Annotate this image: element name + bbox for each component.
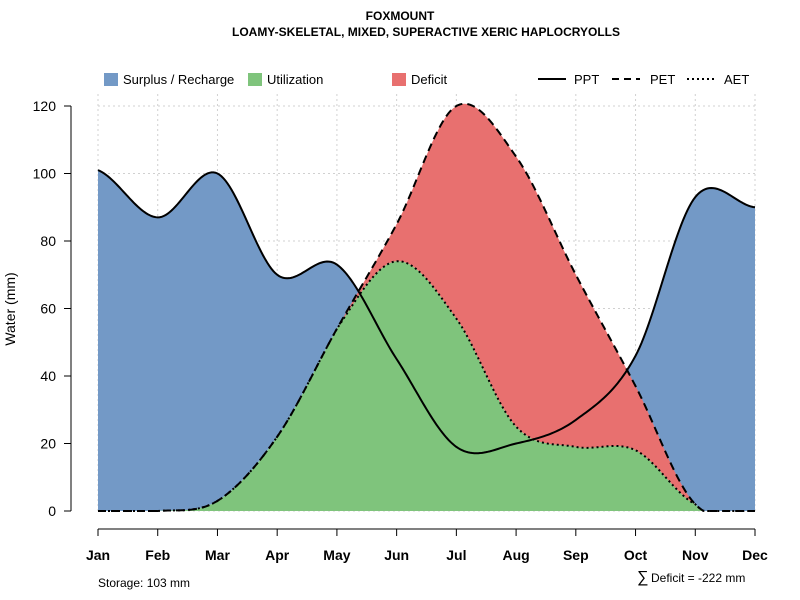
y-tick-label: 80 (40, 233, 56, 249)
legend-swatch-surplus (104, 73, 118, 86)
area-utilization (98, 261, 755, 511)
y-tick-label: 0 (48, 503, 56, 519)
x-tick-label: Mar (205, 547, 230, 563)
legend-label-aet: AET (724, 72, 749, 87)
legend-label-utilization: Utilization (267, 72, 323, 87)
y-tick-label: 40 (40, 368, 56, 384)
y-tick-label: 120 (33, 98, 57, 114)
x-tick-label: Dec (742, 547, 768, 563)
chart-title: FOXMOUNT (366, 9, 435, 23)
legend-label-ppt: PPT (574, 72, 599, 87)
y-tick-label: 100 (33, 166, 57, 182)
x-tick-label: Sep (563, 547, 589, 563)
x-tick-label: Aug (502, 547, 529, 563)
deficit-note: Deficit = -222 mm (651, 571, 745, 585)
y-tick-label: 20 (40, 436, 56, 452)
lines-layer (97, 102, 756, 512)
legend: Surplus / Recharge Utilization Deficit P… (104, 72, 749, 87)
x-tick-label: Apr (265, 547, 290, 563)
series-line-ppt (97, 169, 756, 455)
legend-label-pet: PET (650, 72, 675, 87)
legend-label-deficit: Deficit (411, 72, 448, 87)
series-line-aet (98, 260, 756, 512)
chart-subtitle: LOAMY-SKELETAL, MIXED, SUPERACTIVE XERIC… (232, 25, 620, 39)
x-tick-label: Feb (145, 547, 170, 563)
y-tick-label: 60 (40, 301, 56, 317)
x-tick-label: May (323, 547, 350, 563)
x-tick-label: Jul (446, 547, 466, 563)
axes: 0 20 40 60 80 100 120 Jan Feb Mar Apr May Jun Jul Aug S… (33, 98, 768, 563)
legend-swatch-utilization (248, 73, 262, 86)
deficit-sum-symbol: ∑ (637, 569, 648, 586)
legend-label-surplus: Surplus / Recharge (123, 72, 234, 87)
areas-layer (98, 103, 755, 511)
x-tick-label: Nov (682, 547, 709, 563)
legend-swatch-deficit (392, 73, 406, 86)
storage-note: Storage: 103 mm (98, 576, 190, 590)
x-tick-label: Jun (384, 547, 409, 563)
x-tick-label: Oct (624, 547, 648, 563)
y-axis-title: Water (mm) (2, 272, 18, 345)
x-tick-label: Jan (86, 547, 110, 563)
